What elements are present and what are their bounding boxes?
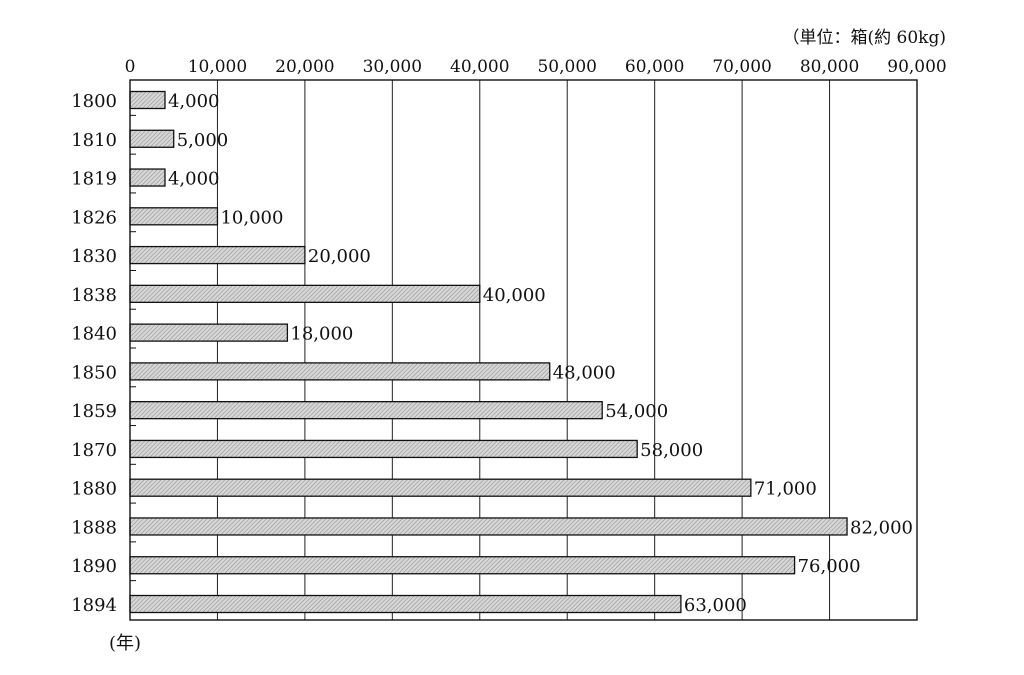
bar: [129, 323, 289, 342]
bar: [129, 362, 551, 381]
data-label: 48,000: [553, 362, 616, 383]
category-label: 1810: [71, 130, 117, 151]
category-label: 1800: [71, 91, 117, 112]
data-label: 71,000: [754, 479, 817, 500]
data-label: 40,000: [483, 285, 546, 306]
bar: [129, 517, 848, 536]
data-label: 76,000: [798, 556, 861, 577]
y-axis-label: (年): [109, 633, 141, 654]
bar: [129, 168, 166, 187]
x-tick-label: 0: [125, 57, 136, 77]
x-tick-label: 60,000: [625, 57, 684, 77]
category-label: 1840: [71, 324, 117, 345]
data-label: 63,000: [684, 595, 747, 616]
bar: [129, 401, 603, 420]
bar: [129, 129, 175, 148]
x-tick-label: 40,000: [450, 57, 509, 77]
category-label: 1890: [71, 556, 117, 577]
category-label: 1859: [71, 401, 117, 422]
x-tick-label: 80,000: [800, 57, 859, 77]
category-label: 1870: [71, 440, 117, 461]
category-label: 1838: [71, 285, 117, 306]
x-tick-label: 20,000: [275, 57, 334, 77]
x-tick-label: 30,000: [363, 57, 422, 77]
x-tick-label: 10,000: [188, 57, 247, 77]
bar: [129, 594, 682, 614]
data-label: 82,000: [850, 517, 913, 538]
category-label: 1888: [71, 517, 117, 538]
data-label: 4,000: [168, 91, 220, 112]
data-label: 54,000: [605, 401, 668, 422]
bar: [129, 90, 166, 110]
category-label: 1880: [71, 479, 117, 500]
category-label: 1830: [71, 246, 117, 267]
category-label: 1850: [71, 362, 117, 383]
bar: [129, 478, 752, 497]
category-label: 1819: [71, 169, 117, 190]
x-tick-label: 70,000: [712, 57, 771, 77]
data-label: 18,000: [290, 324, 353, 345]
unit-label: （単位：箱(約 60kg): [783, 28, 946, 48]
plot-frame: [129, 79, 918, 621]
data-label: 5,000: [177, 130, 229, 151]
bar: [129, 439, 638, 459]
data-label: 58,000: [640, 440, 703, 461]
x-tick-label: 50,000: [537, 57, 596, 77]
category-label: 1826: [71, 207, 117, 228]
bar: [129, 207, 219, 226]
bar: [129, 556, 796, 575]
x-tick-label: 90,000: [887, 57, 946, 77]
bar: [129, 284, 481, 304]
data-label: 20,000: [308, 246, 371, 267]
bar: [129, 245, 306, 265]
data-label: 10,000: [220, 207, 283, 228]
data-label: 4,000: [168, 169, 220, 190]
category-label: 1894: [71, 595, 117, 616]
